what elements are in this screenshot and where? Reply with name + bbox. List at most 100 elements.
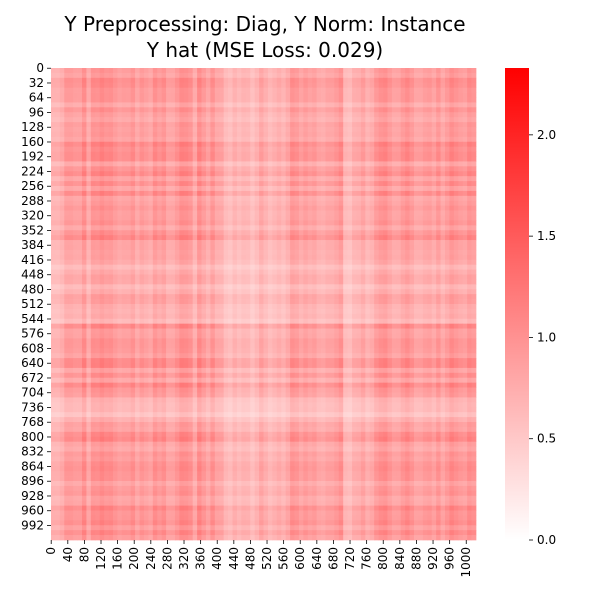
heatmap-cell	[205, 225, 211, 231]
heatmap-cell	[259, 259, 264, 266]
heatmap-cell	[228, 249, 233, 256]
heatmap-cell	[453, 205, 459, 211]
heatmap-cell	[449, 151, 455, 157]
heatmap-cell	[391, 215, 397, 221]
heatmap-cell	[250, 190, 255, 197]
heatmap-cell	[166, 102, 171, 108]
heatmap-cell	[290, 249, 295, 256]
heatmap-cell	[436, 294, 441, 300]
heatmap-cell	[152, 102, 158, 108]
heatmap-cell	[201, 77, 207, 84]
heatmap-cell	[418, 181, 424, 187]
heatmap-cell	[81, 68, 87, 74]
heatmap-cell	[453, 235, 459, 241]
heatmap-cell	[68, 279, 74, 285]
heatmap-cell	[409, 195, 415, 202]
heatmap-cell	[152, 210, 158, 216]
heatmap-cell	[236, 112, 242, 118]
heatmap-cell	[99, 215, 105, 221]
heatmap-cell	[139, 313, 145, 320]
heatmap-cell	[405, 318, 410, 325]
heatmap-cell	[99, 82, 105, 89]
heatmap-cell	[95, 240, 101, 246]
heatmap-cell	[192, 205, 198, 211]
heatmap-cell	[197, 200, 202, 207]
heatmap-cell	[276, 308, 282, 315]
heatmap-cell	[396, 87, 402, 93]
heatmap-cell	[431, 299, 437, 305]
heatmap-cell	[192, 274, 198, 280]
heatmap-cell	[312, 200, 317, 207]
heatmap-cell	[436, 313, 441, 320]
heatmap-cell	[400, 82, 406, 89]
heatmap-cell	[414, 102, 419, 108]
heatmap-cell	[121, 279, 127, 285]
heatmap-cell	[126, 289, 132, 295]
heatmap-cell	[343, 200, 348, 207]
heatmap-cell	[338, 151, 344, 157]
heatmap-cell	[99, 200, 105, 207]
heatmap-cell	[431, 289, 437, 295]
heatmap-cell	[183, 249, 189, 256]
heatmap-cell	[126, 200, 132, 207]
heatmap-cell	[77, 190, 83, 197]
heatmap-cell	[188, 122, 194, 128]
heatmap-cell	[440, 112, 446, 118]
heatmap-cell	[250, 235, 255, 241]
heatmap-cell	[369, 220, 375, 226]
heatmap-cell	[170, 274, 176, 280]
heatmap-cell	[55, 161, 61, 167]
heatmap-cell	[143, 289, 149, 295]
heatmap-cell	[223, 117, 229, 123]
heatmap-cell	[174, 249, 180, 256]
heatmap-cell	[112, 200, 118, 207]
heatmap-cell	[112, 151, 118, 157]
heatmap-cell	[316, 141, 322, 148]
heatmap-cell	[290, 171, 295, 177]
heatmap-cell	[378, 254, 384, 261]
heatmap-cell	[259, 313, 264, 320]
heatmap-cell	[170, 92, 176, 98]
heatmap-cell	[294, 166, 300, 172]
heatmap-cell	[352, 269, 357, 275]
heatmap-cell	[59, 166, 65, 172]
heatmap-cell	[471, 195, 477, 202]
heatmap-cell	[294, 181, 300, 187]
heatmap-cell	[121, 249, 127, 256]
heatmap-cell	[316, 200, 322, 207]
heatmap-cell	[387, 127, 393, 133]
heatmap-cell	[64, 264, 70, 270]
heatmap-cell	[445, 195, 450, 202]
heatmap-cell	[68, 205, 74, 211]
heatmap-cell	[112, 112, 118, 118]
heatmap-cell	[228, 176, 233, 182]
heatmap-cell	[462, 254, 468, 261]
heatmap-cell	[157, 171, 163, 177]
heatmap-cell	[73, 195, 78, 202]
heatmap-cell	[374, 190, 379, 197]
heatmap-cell	[334, 200, 340, 207]
heatmap-cell	[223, 127, 229, 133]
heatmap-cell	[161, 245, 167, 251]
heatmap-cell	[86, 87, 92, 93]
heatmap-cell	[112, 254, 118, 261]
heatmap-cell	[86, 284, 92, 290]
heatmap-cell	[440, 259, 446, 266]
heatmap-cell	[139, 146, 145, 152]
heatmap-cell	[139, 269, 145, 275]
heatmap-cell	[179, 200, 185, 207]
heatmap-cell	[321, 210, 326, 216]
heatmap-cell	[170, 156, 176, 162]
heatmap-cell	[210, 161, 216, 167]
heatmap-cell	[316, 166, 322, 172]
heatmap-cell	[462, 176, 468, 182]
heatmap-cell	[431, 318, 437, 325]
heatmap-cell	[352, 136, 357, 143]
heatmap-cell	[422, 235, 428, 241]
heatmap-cell	[369, 249, 375, 256]
heatmap-cell	[391, 181, 397, 187]
heatmap-cell	[267, 284, 273, 290]
heatmap-cell	[201, 240, 207, 246]
heatmap-cell	[59, 308, 65, 315]
heatmap-cell	[405, 92, 410, 98]
